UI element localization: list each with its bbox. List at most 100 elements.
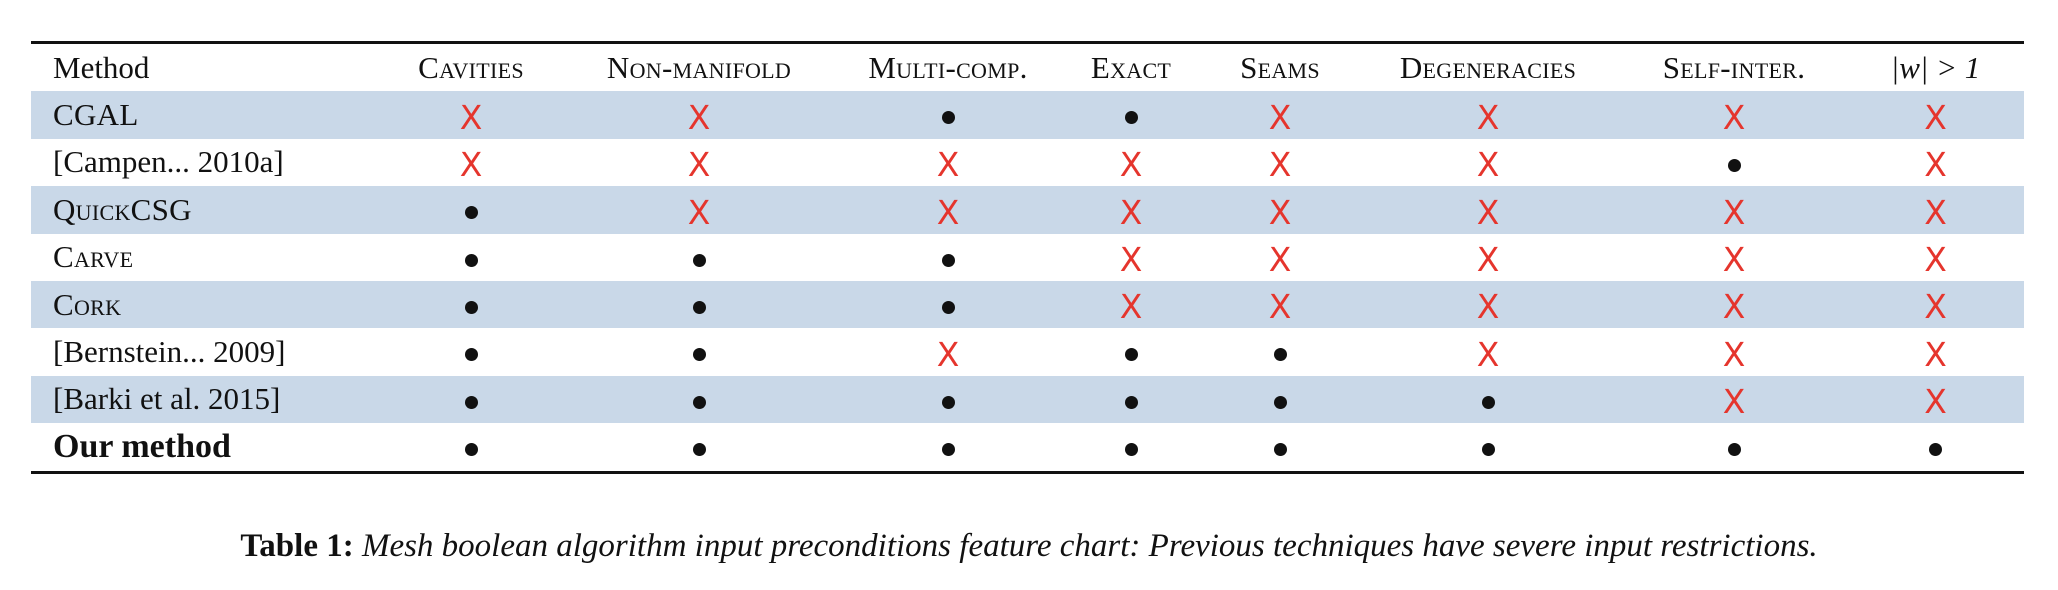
cell-cavities [383, 280, 559, 329]
cell-self-inter: X [1621, 234, 1847, 281]
cell-non-manifold: X [559, 91, 839, 139]
cell-seams: X [1205, 139, 1355, 186]
cell-winding-number [1847, 423, 2024, 470]
column-header-non-manifold: Non-manifold [606, 49, 792, 85]
cell-winding-number: X [1847, 139, 2024, 186]
cell-winding-number: X [1847, 91, 2024, 139]
unsupported-cross-icon: X [1119, 287, 1143, 327]
supported-dot-icon [941, 111, 955, 125]
cell-multi-comp [839, 280, 1057, 329]
cell-self-inter: X [1621, 91, 1847, 139]
unsupported-cross-icon: X [1268, 239, 1292, 279]
feature-table: Method Cavities Non-manifold Multi-comp.… [31, 41, 2024, 474]
column-header-multi-comp: Multi-comp. [868, 49, 1028, 85]
cell-seams: X [1205, 91, 1355, 139]
supported-dot-icon [464, 253, 478, 267]
unsupported-cross-icon: X [1119, 145, 1143, 185]
unsupported-cross-icon: X [1268, 287, 1292, 327]
supported-dot-icon [1124, 443, 1138, 457]
feature-chart-table: Method Cavities Non-manifold Multi-comp.… [31, 44, 2024, 471]
cell-self-inter: X [1621, 280, 1847, 329]
cell-multi-comp [839, 375, 1057, 424]
supported-dot-icon [1124, 111, 1138, 125]
unsupported-cross-icon: X [687, 97, 711, 137]
column-header-degeneracies: Degeneracies [1399, 49, 1577, 85]
cell-degeneracies: X [1355, 234, 1621, 281]
table-row: [Campen... 2010a] X X X X X X X [31, 139, 2024, 186]
unsupported-cross-icon: X [1924, 334, 1947, 374]
supported-dot-icon [941, 395, 955, 409]
column-header-self-inter: Self-inter. [1662, 49, 1806, 85]
method-name: [Campen... 2010a] [53, 144, 284, 180]
cell-multi-comp [839, 234, 1057, 281]
cell-degeneracies: X [1355, 139, 1621, 186]
cell-winding-number: X [1847, 186, 2024, 234]
cell-winding-number: X [1847, 328, 2024, 375]
unsupported-cross-icon: X [1476, 287, 1500, 327]
cell-exact: X [1057, 186, 1205, 234]
cell-exact [1057, 91, 1205, 139]
cell-self-inter: X [1621, 375, 1847, 424]
unsupported-cross-icon: X [1119, 239, 1143, 279]
supported-dot-icon [1727, 158, 1741, 172]
cell-seams: X [1205, 186, 1355, 234]
table-row: Cork X X X X X [31, 280, 2024, 329]
supported-dot-icon [941, 253, 955, 267]
cell-seams [1205, 423, 1355, 470]
unsupported-cross-icon: X [1476, 239, 1500, 279]
unsupported-cross-icon: X [459, 145, 483, 185]
unsupported-cross-icon: X [459, 97, 483, 137]
cell-degeneracies: X [1355, 280, 1621, 329]
cell-cavities [383, 423, 559, 470]
unsupported-cross-icon: X [1268, 192, 1292, 232]
supported-dot-icon [692, 253, 706, 267]
header-row: Method Cavities Non-manifold Multi-comp.… [31, 44, 2024, 91]
unsupported-cross-icon: X [936, 145, 960, 185]
unsupported-cross-icon: X [1924, 192, 1947, 232]
cell-exact [1057, 423, 1205, 470]
column-header-seams: Seams [1240, 49, 1320, 85]
cell-seams: X [1205, 280, 1355, 329]
cell-winding-number: X [1847, 375, 2024, 424]
cell-winding-number: X [1847, 280, 2024, 329]
unsupported-cross-icon: X [1722, 334, 1746, 374]
column-header-cavities: Cavities [418, 49, 524, 85]
cell-multi-comp [839, 91, 1057, 139]
cell-self-inter [1621, 139, 1847, 186]
cell-winding-number: X [1847, 234, 2024, 281]
unsupported-cross-icon: X [1924, 145, 1947, 185]
supported-dot-icon [1124, 348, 1138, 362]
cell-degeneracies: X [1355, 186, 1621, 234]
table-body: CGAL X X X X X X [Campen... 2010a] X X X X X X X QuickC… [31, 91, 2024, 470]
cell-non-manifold [559, 375, 839, 424]
cell-non-manifold [559, 423, 839, 470]
supported-dot-icon [1481, 395, 1495, 409]
supported-dot-icon [464, 395, 478, 409]
supported-dot-icon [941, 301, 955, 315]
unsupported-cross-icon: X [1924, 287, 1947, 327]
supported-dot-icon [1929, 443, 1942, 457]
cell-multi-comp: X [839, 328, 1057, 375]
cell-seams [1205, 328, 1355, 375]
supported-dot-icon [692, 443, 706, 457]
unsupported-cross-icon: X [687, 192, 711, 232]
supported-dot-icon [1273, 443, 1287, 457]
unsupported-cross-icon: X [1476, 97, 1500, 137]
unsupported-cross-icon: X [1722, 192, 1746, 232]
unsupported-cross-icon: X [1268, 145, 1292, 185]
unsupported-cross-icon: X [1924, 97, 1947, 137]
bottom-rule [31, 470, 2024, 474]
method-name: [Barki et al. 2015] [31, 375, 383, 424]
cell-cavities [383, 234, 559, 281]
cell-multi-comp: X [839, 186, 1057, 234]
cell-self-inter: X [1621, 186, 1847, 234]
unsupported-cross-icon: X [1476, 334, 1500, 374]
method-name: Cork [31, 280, 383, 329]
unsupported-cross-icon: X [936, 334, 960, 374]
column-header-winding-number: |w| > 1 [1890, 49, 1981, 85]
supported-dot-icon [464, 301, 478, 315]
supported-dot-icon [941, 443, 955, 457]
method-name: [Bernstein... 2009] [53, 334, 286, 370]
cell-non-manifold [559, 280, 839, 329]
cell-degeneracies: X [1355, 91, 1621, 139]
